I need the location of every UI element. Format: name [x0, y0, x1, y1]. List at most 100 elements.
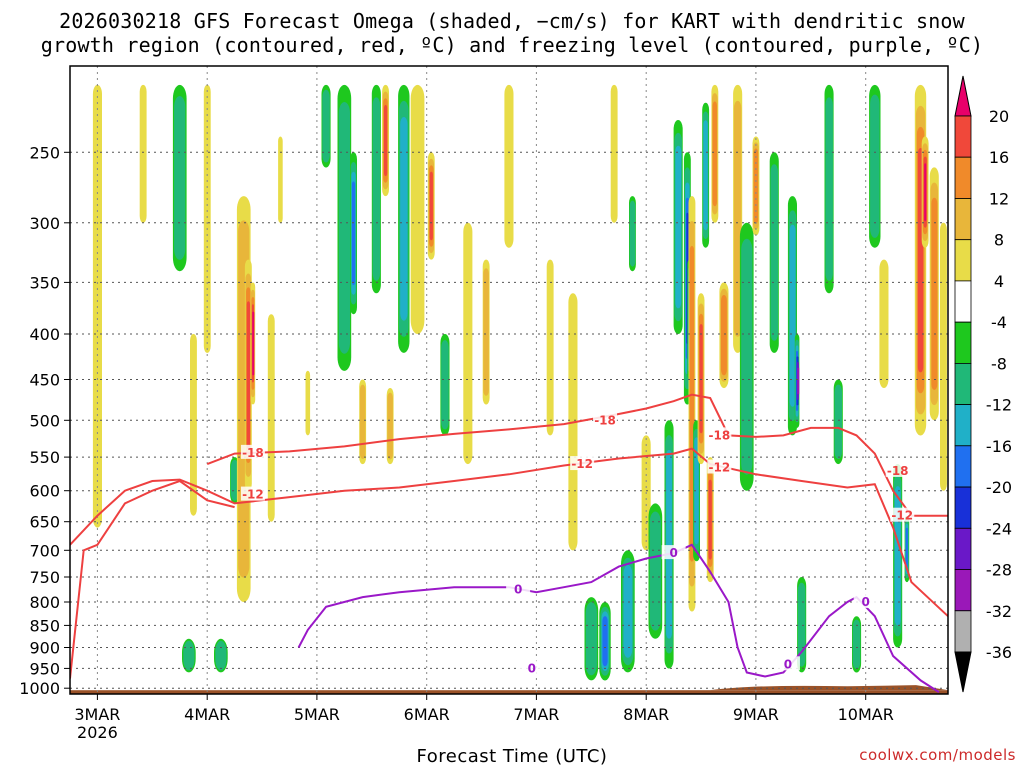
omega-blob-18-level-8 [372, 97, 381, 281]
omega-blob-1-level-4 [139, 84, 147, 223]
label-minus12-c: -12 [709, 461, 731, 475]
label-freezing-b-bg [519, 660, 544, 675]
omega-blob-32-level-4 [610, 84, 618, 223]
omega-blob-49-level-8 [741, 238, 753, 475]
label-minus12-b-bg [570, 456, 595, 471]
y-tick-label-950: 950 [29, 659, 60, 678]
omega-blob-61-level-16 [905, 527, 908, 571]
y-tick-label-350: 350 [29, 273, 60, 292]
chart-title-line2: growth region (contoured, red, ºC) and f… [40, 33, 984, 57]
omega-blob-65-level-4 [940, 222, 947, 491]
colorbar-bottom-arrow [954, 651, 972, 693]
colorbar-label-4: 4 [994, 272, 1004, 291]
colorbar-swatch-9 [954, 486, 972, 529]
colorbar-top-arrow [954, 75, 972, 117]
omega-blob-16-level-16 [351, 181, 356, 285]
omega-blob-23-level-16 [429, 171, 433, 241]
label-freezing-c-bg [661, 545, 686, 560]
y-tick-label-750: 750 [29, 568, 60, 587]
colorbar-label-8: -16 [986, 437, 1012, 456]
colorbar-label-11: -28 [986, 561, 1012, 580]
omega-blob-55-level-8 [825, 97, 833, 281]
label-freezing-e-bg [853, 593, 878, 608]
omega-blob-30-level-8 [585, 602, 597, 676]
omega-blob-51-level-8 [770, 164, 778, 341]
y-tick-label-700: 700 [29, 541, 60, 560]
omega-blob-37-level-12 [666, 450, 672, 639]
label-minus18-d-bg [885, 462, 910, 477]
terrain-fill [70, 690, 948, 694]
omega-blob-6-level-8 [215, 640, 227, 671]
label-minus18-d: -18 [887, 464, 909, 478]
x-tick-label-4MAR: 4MAR [184, 705, 230, 724]
omega-blob-31-level-16 [602, 616, 608, 667]
colorbar-swatch-7 [954, 404, 972, 447]
omega-blob-19-level-16 [384, 104, 388, 177]
label-freezing-d-bg [775, 656, 800, 671]
omega-blob-15-level-8 [338, 102, 350, 354]
omega-blob-52-level-12 [789, 224, 796, 407]
omega-blob-43-level-16 [699, 324, 703, 434]
omega-blob-3-level-8 [183, 640, 195, 671]
colorbar-swatch-11 [954, 569, 972, 612]
label-minus18-c: -18 [709, 428, 731, 442]
omega-blob-22-level-4 [410, 84, 425, 335]
terrain-band [70, 685, 948, 694]
omega-blob-33-level-12 [623, 565, 633, 658]
omega-blob-63-level-20 [924, 163, 927, 221]
omega-blob-44-level-12 [703, 120, 708, 231]
y-axis: 250 300 350 400 450 500 550 600 650 700 750 800 850 9… [19, 143, 70, 698]
label-freezing-a: 0 [514, 583, 522, 597]
omega-blob-59-level-4 [879, 259, 889, 388]
colorbar-label-0: 20 [989, 107, 1009, 126]
x-tick-year: 2026 [77, 723, 118, 742]
colorbar-swatch-6 [954, 362, 972, 405]
omega-blob-28-level-4 [546, 259, 554, 436]
omega-blob-56-level-8 [834, 384, 842, 459]
colorbar-swatch-1 [954, 156, 972, 199]
y-tick-label-900: 900 [29, 639, 60, 658]
omega-blob-21-level-12 [400, 117, 408, 321]
omega-blob-57-level-8 [852, 619, 861, 670]
label-minus18-c-bg [707, 427, 732, 442]
credit-link[interactable]: coolwx.com/models [859, 746, 1016, 764]
omega-blob-26-level-8 [483, 268, 489, 396]
omega-blob-58-level-8 [870, 94, 880, 238]
colorbar: 20 16 12 8 4 -4 -8 -12 -16 -20 -24 -28 -32 -36 [954, 75, 1012, 693]
label-minus18-b-bg [593, 412, 618, 427]
omega-blob-46-level-12 [712, 101, 717, 207]
omega-blob-64-level-12 [931, 197, 938, 390]
omega-blob-38-level-12 [675, 145, 682, 309]
x-tick-label-7MAR: 7MAR [513, 705, 559, 724]
omega-blob-14-level-8 [322, 89, 330, 163]
label-freezing-a-bg [506, 581, 531, 596]
label-minus18-a-bg [240, 444, 265, 459]
omega-blob-47-level-12 [721, 295, 727, 376]
label-minus18-a: -18 [242, 446, 264, 460]
colorbar-swatch-4 [954, 280, 972, 323]
label-minus12-b: -12 [571, 457, 593, 471]
omega-blob-48-level-8 [733, 100, 742, 337]
omega-blob-27-level-4 [504, 84, 514, 248]
colorbar-label-13: -36 [986, 643, 1012, 662]
colorbar-label-2: 12 [989, 190, 1009, 209]
omega-blob-17-level-8 [359, 384, 366, 459]
y-tick-label-550: 550 [29, 448, 60, 467]
label-minus12-d-bg [890, 507, 915, 522]
omega-blob-24-level-8 [441, 340, 449, 430]
contour-lines: -18 -18 -18 -18 -12 -12 -12 -12 0 0 0 0 0 [70, 393, 948, 693]
y-tick-label-1000: 1000 [19, 679, 60, 698]
y-tick-label-450: 450 [29, 371, 60, 390]
colorbar-label-7: -12 [986, 396, 1012, 415]
omega-blob-34-level-8 [629, 200, 636, 267]
y-tick-label-400: 400 [29, 325, 60, 344]
omega-blob-41-level-12 [689, 245, 695, 562]
label-minus12-c-bg [707, 459, 732, 474]
contour-minus18 [206, 393, 948, 517]
y-tick-label-650: 650 [29, 513, 60, 532]
x-axis-label: Forecast Time (UTC) [416, 746, 608, 767]
colorbar-label-3: 8 [994, 231, 1004, 250]
y-tick-label-500: 500 [29, 411, 60, 430]
label-freezing-b: 0 [528, 661, 536, 675]
